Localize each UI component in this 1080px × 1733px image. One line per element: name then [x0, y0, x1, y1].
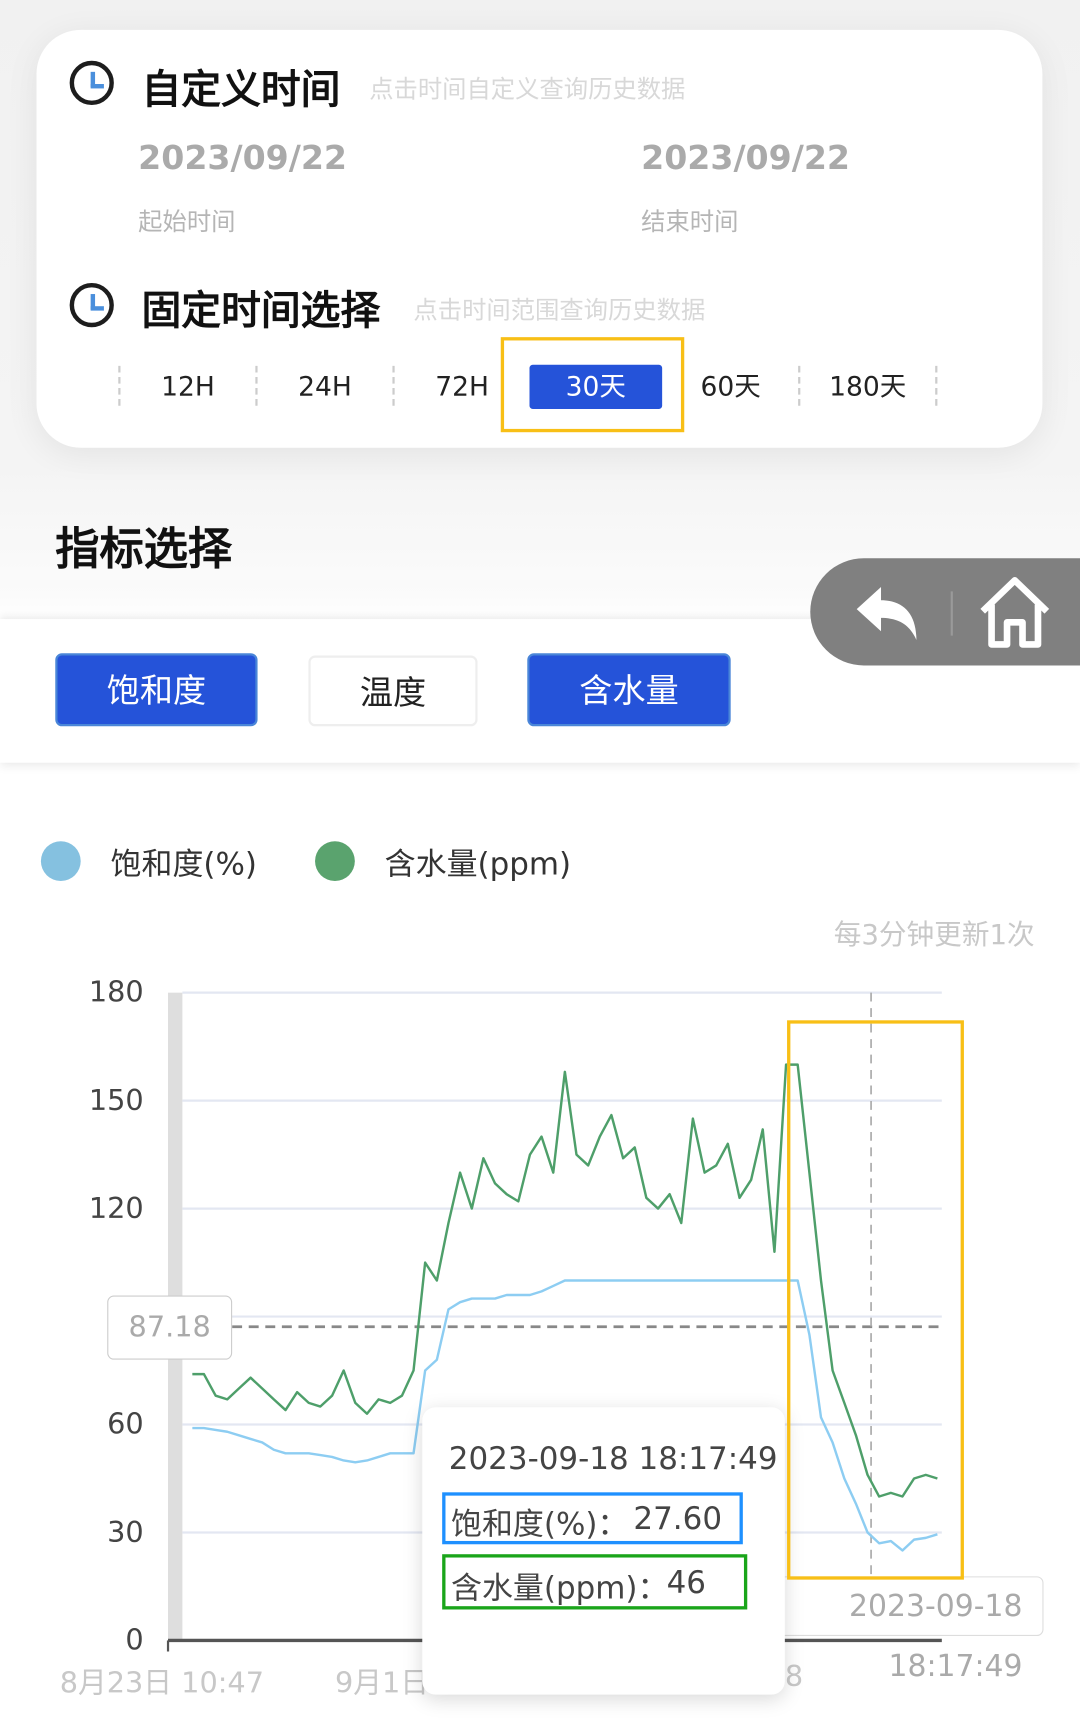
start-date-label: 起始时间	[138, 208, 236, 237]
legend-water-marker	[315, 841, 355, 882]
chart	[166, 991, 942, 1652]
tooltip-row-water: 含水量(ppm)： 46	[442, 1554, 748, 1610]
y-tick: 180	[88, 976, 144, 1010]
y-tick: 150	[88, 1084, 144, 1118]
tooltip-saturation-label: 饱和度(%)：	[451, 1505, 629, 1543]
divider	[392, 365, 395, 406]
range-option-24h[interactable]: 24H	[298, 371, 352, 403]
tooltip-water-label: 含水量(ppm)：	[451, 1569, 669, 1607]
highlight-box	[787, 1020, 964, 1580]
metric-temperature-button[interactable]: 温度	[308, 655, 478, 727]
y-tick: 0	[125, 1623, 144, 1658]
range-option-30d[interactable]: 30天	[529, 364, 663, 410]
divider	[935, 365, 938, 406]
metrics-title: 指标选择	[55, 523, 233, 575]
metric-water-content-button[interactable]: 含水量	[527, 653, 731, 727]
fixed-time-hint: 点击时间范围查询历史数据	[413, 297, 706, 325]
tooltip-time: 2023-09-18 18:17:49	[448, 1440, 778, 1477]
clock-icon	[69, 60, 114, 106]
tooltip-water-value: 46	[666, 1564, 706, 1601]
clock-icon	[69, 282, 114, 328]
highlight-box	[500, 337, 685, 433]
home-icon[interactable]	[976, 574, 1053, 651]
start-date[interactable]: 2023/09/22	[138, 139, 347, 178]
legend-water[interactable]: 含水量(ppm)	[384, 845, 572, 883]
metric-saturation-button[interactable]: 饱和度	[55, 653, 258, 727]
end-date[interactable]: 2023/09/22	[641, 139, 850, 178]
water-content-line	[192, 1063, 938, 1498]
mark-line-label: 87.18	[107, 1295, 233, 1360]
update-note: 每3分钟更新1次	[833, 918, 1035, 951]
divider	[798, 365, 801, 406]
custom-time-hint: 点击时间自定义查询历史数据	[369, 76, 686, 104]
tooltip: 2023-09-18 18:17:49 饱和度(%)： 27.60 含水量(pp…	[422, 1407, 785, 1695]
floating-nav	[810, 558, 1080, 666]
tooltip-saturation-value: 27.60	[633, 1500, 723, 1537]
back-arrow-icon[interactable]	[852, 580, 921, 646]
range-option-60d[interactable]: 60天	[700, 371, 761, 403]
saturation-line	[192, 1279, 938, 1552]
divider	[118, 365, 121, 406]
divider	[950, 591, 953, 636]
range-option-72h[interactable]: 72H	[435, 371, 489, 403]
legend-saturation[interactable]: 饱和度(%)	[110, 845, 257, 883]
legend-saturation-marker	[40, 841, 81, 882]
divider	[255, 365, 258, 406]
end-date-label: 结束时间	[641, 208, 739, 237]
y-tick: 120	[88, 1192, 144, 1226]
custom-time-title: 自定义时间	[141, 67, 341, 113]
range-option-180d[interactable]: 180天	[829, 371, 907, 403]
x-tick-label: 9月1日	[334, 1666, 430, 1701]
y-tick: 60	[107, 1408, 144, 1442]
x-tick-label: 8	[784, 1660, 804, 1694]
tooltip-row-saturation: 饱和度(%)： 27.60	[442, 1492, 743, 1545]
x-tick-label: 8月23日 10:47	[59, 1666, 265, 1701]
fixed-time-title: 固定时间选择	[141, 288, 381, 334]
y-tick: 30	[107, 1516, 144, 1550]
range-option-12h[interactable]: 12H	[161, 371, 215, 403]
